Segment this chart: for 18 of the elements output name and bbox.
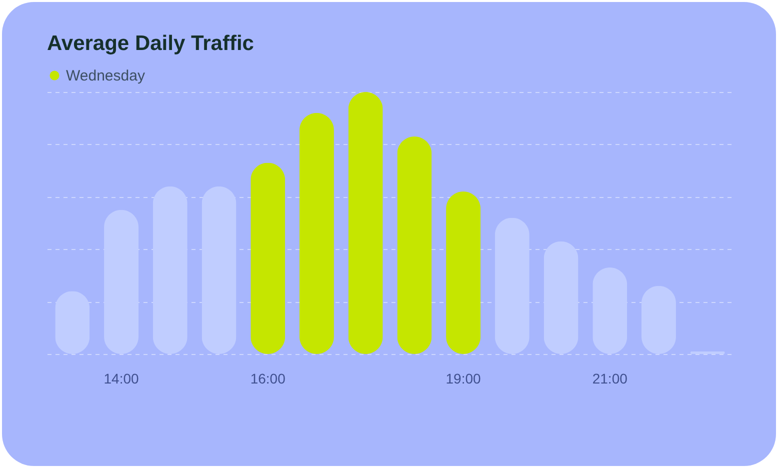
bar (152, 186, 188, 354)
legend-label: Wednesday (66, 68, 146, 84)
bar (348, 92, 383, 354)
bar (104, 210, 139, 354)
bar (299, 112, 334, 354)
bar (250, 162, 286, 354)
bar (494, 218, 530, 354)
x-tick-label: 19:00 (446, 370, 482, 386)
chart-title: Average Daily Traffic (47, 32, 254, 55)
x-tick-label: 21:00 (592, 370, 628, 386)
bar (446, 192, 481, 354)
bar (544, 241, 578, 354)
x-tick-label: 14:00 (104, 370, 139, 386)
bar (690, 351, 725, 354)
x-tick-label: 16:00 (250, 370, 286, 386)
bar (592, 268, 628, 354)
bar (202, 186, 236, 354)
bar (397, 136, 432, 354)
